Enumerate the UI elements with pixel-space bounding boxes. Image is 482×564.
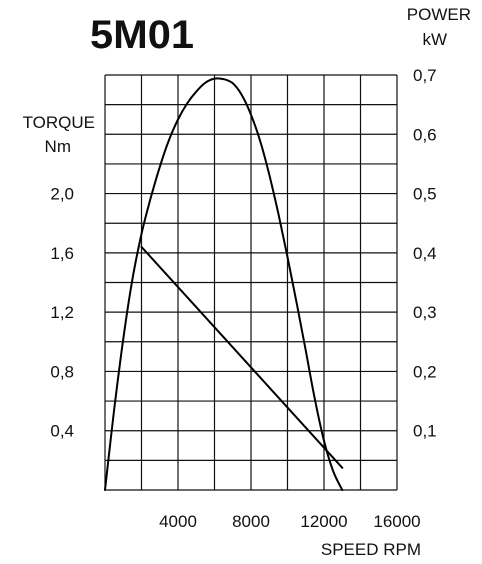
x-tick-label: 8000: [232, 512, 270, 531]
right-axis-label-line2: kW: [422, 30, 447, 49]
grid: [104, 74, 398, 491]
power-curve: [104, 77, 344, 491]
right-y-tick-label: 0,7: [413, 66, 437, 85]
left-y-tick-label: 1,6: [50, 244, 74, 263]
x-tick-label: 4000: [159, 512, 197, 531]
left-axis-label-line1: TORQUE: [23, 113, 95, 132]
chart-title: 5M01: [90, 13, 194, 57]
left-axis-label-line2: Nm: [45, 137, 71, 156]
left-y-tick-label: 1,2: [50, 303, 74, 322]
left-y-tick-label: 0,8: [50, 362, 74, 381]
right-y-tick-label: 0,3: [413, 303, 437, 322]
left-y-tick-label: 0,4: [50, 422, 74, 441]
tick-labels: 4000 8000 12000 16000 0,4 0,8 1,2 1,6 2,0 0,1 0,2 0…: [50, 66, 436, 531]
x-axis-label: SPEED RPM: [321, 540, 421, 559]
right-y-tick-label: 0,5: [413, 185, 437, 204]
x-tick-label: 12000: [300, 512, 347, 531]
right-axis-label-line1: POWER: [407, 5, 471, 24]
right-y-tick-label: 0,6: [413, 125, 437, 144]
left-y-tick-label: 2,0: [50, 185, 74, 204]
right-y-tick-label: 0,4: [413, 244, 437, 263]
x-tick-label: 16000: [373, 512, 420, 531]
torque-line: [140, 245, 344, 469]
right-y-tick-label: 0,2: [413, 362, 437, 381]
series-lines: [104, 77, 344, 491]
right-y-tick-label: 0,1: [413, 422, 437, 441]
